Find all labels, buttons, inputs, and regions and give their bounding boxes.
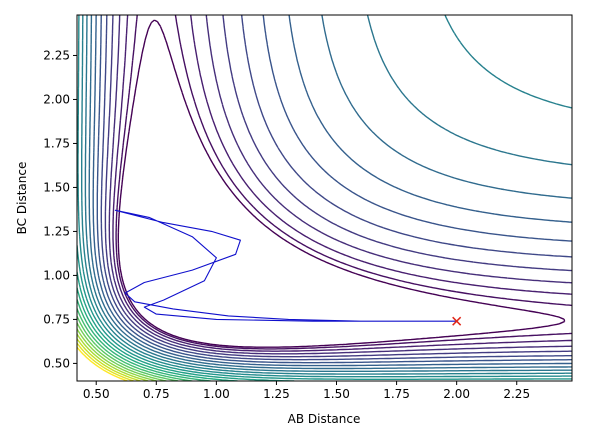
- contour-level-10: [81, 15, 572, 375]
- contour-level-7: [92, 15, 572, 367]
- y-tick-label: 0.50: [43, 356, 70, 370]
- x-tick-label: 1.50: [323, 387, 350, 401]
- y-tick-label: 1.75: [43, 136, 70, 150]
- x-tick-label: 1.25: [263, 387, 290, 401]
- y-tick-label: 0.75: [43, 312, 70, 326]
- y-tick-label: 1.00: [43, 268, 70, 282]
- contour-level-1: [115, 15, 572, 350]
- contour-level-6: [96, 15, 572, 364]
- y-tick-label: 1.50: [43, 180, 70, 194]
- contour-level-11: [77, 15, 572, 378]
- x-tick-label: 0.75: [143, 387, 170, 401]
- contour-level-16: [77, 308, 193, 381]
- x-tick-label: 0.50: [83, 387, 110, 401]
- contour-level-19: [77, 328, 157, 381]
- contour-level-21: [77, 338, 141, 381]
- contour-level-0: [117, 19, 566, 348]
- trajectory-path: [114, 209, 457, 322]
- trajectory-layer: [114, 209, 457, 322]
- x-tick-label: 1.00: [203, 387, 230, 401]
- contour-level-8: [88, 15, 572, 370]
- x-tick-label: 1.75: [383, 387, 410, 401]
- contour-level-22: [77, 342, 134, 381]
- contour-level-18: [77, 322, 167, 381]
- contour-level-5: [100, 15, 572, 361]
- contour-level-15: [77, 299, 211, 381]
- y-axis-label: BC Distance: [15, 162, 29, 235]
- y-tick-label: 2.25: [43, 48, 70, 62]
- contour-level-9: [84, 15, 572, 372]
- contour-level-17: [77, 315, 179, 381]
- x-axis-ticks: 0.50 0.75 1.00 1.25 1.50 1.75 2.00 2.25: [83, 381, 530, 401]
- contour-level-4: [104, 15, 572, 358]
- y-axis-ticks: 0.50 0.75 1.00 1.25 1.50 1.75 2.00 2.25: [43, 48, 77, 370]
- x-axis-label: AB Distance: [288, 412, 361, 426]
- contour-level-2: [112, 15, 572, 352]
- contour-level-3: [108, 15, 572, 355]
- contour-level-23: [77, 346, 128, 381]
- y-tick-label: 2.00: [43, 92, 70, 106]
- x-tick-label: 2.25: [503, 387, 530, 401]
- contour-lines: [77, 15, 572, 381]
- contour-level-20: [77, 333, 149, 381]
- marker-layer: [452, 316, 462, 326]
- plot-frame: [76, 14, 573, 382]
- contour-level-12: [77, 245, 572, 380]
- contour-level-14: [77, 287, 238, 381]
- x-tick-label: 2.00: [443, 387, 470, 401]
- start-marker: [452, 316, 462, 326]
- y-tick-label: 1.25: [43, 224, 70, 238]
